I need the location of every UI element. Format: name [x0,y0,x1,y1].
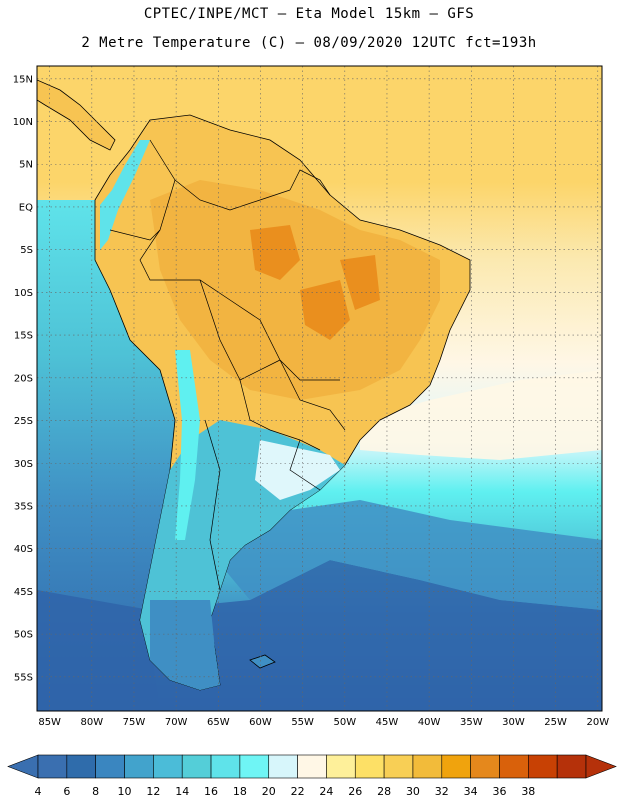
colorbar-swatch [326,754,356,779]
hot-spot-north [250,225,300,280]
lat-tick-label: 50S [14,630,33,641]
colorbar-swatch [412,754,443,779]
colorbar-swatch [470,754,500,779]
colorbar-tick-label: 28 [377,785,391,798]
lat-tick-label: 30S [14,459,33,470]
colorbar-swatch [441,754,471,779]
lon-tick-label: 55W [291,717,314,728]
colorbar-tick-label: 6 [63,785,70,798]
pacific-cool-zone [37,200,180,711]
colorbar-swatch [37,754,68,779]
lat-tick-label: 45S [14,587,33,598]
colorbar: 4 6 8 10 12 14 16 18 20 22 24 26 28 30 32 34 36 38 [7,754,617,798]
lon-tick-label: 60W [249,717,272,728]
temperature-field [37,66,602,711]
south-atlantic-zone [200,500,602,610]
colorbar-low-arrow [7,754,39,779]
lon-tick-label: 25W [544,717,567,728]
lat-tick-label: 5S [20,245,33,256]
colorbar-tick-label: 12 [146,785,160,798]
colorbar-swatch [297,754,327,779]
colorbar-swatch [210,754,241,779]
colorbar-tick-label: 16 [204,785,218,798]
colorbar-tick-label: 22 [291,785,305,798]
lat-tick-label: 15N [13,74,33,85]
colorbar-swatch [181,754,212,779]
colorbar-tick-label: 24 [319,785,333,798]
central-america-landmass [37,79,116,151]
colorbar-tick-label: 20 [262,785,276,798]
colorbar-tick-label: 4 [35,785,42,798]
lat-tick-label: 25S [14,416,33,427]
lat-tick-label: 35S [14,501,33,512]
lat-tick-label: 10S [14,288,33,299]
colorbar-swatch [354,754,385,779]
colorbar-swatch [383,754,414,779]
falkland-islands [249,654,276,669]
lon-tick-label: 70W [165,717,188,728]
colorbar-swatch [528,754,558,779]
patagonia-cold-zone [150,600,220,690]
lat-tick-label: 20S [14,373,33,384]
lat-tick-label: 55S [14,672,33,683]
colorbar-tick-label: 38 [521,785,535,798]
colorbar-swatch [556,754,587,779]
colorbar-high-arrow [585,754,617,779]
lat-tick-label: 15S [14,331,33,342]
colorbar-tick-label: 8 [92,785,99,798]
lon-tick-label: 50W [333,717,356,728]
andes-south-cold-strip [175,350,200,540]
colorbar-tick-label: 26 [348,785,362,798]
colorbar-tick-label: 10 [118,785,132,798]
colorbar-swatch [268,754,298,779]
lat-tick-label: 5N [19,160,33,171]
colorbar-tick-label: 34 [464,785,478,798]
colorbar-swatch [239,754,270,779]
lat-tick-label: 10N [13,117,33,128]
colorbar-swatch [66,754,96,779]
pampas-mild-zone [255,440,340,500]
lon-tick-label: 40W [418,717,441,728]
lon-tick-label: 45W [376,717,399,728]
lon-tick-label: 75W [123,717,146,728]
colorbar-tick-label: 32 [435,785,449,798]
colorbar-tick-label: 18 [233,785,247,798]
chart-title-line-2: 2 Metre Temperature (C) – 08/09/2020 12U… [81,35,537,51]
colorbar-swatch [124,754,154,779]
longitude-labels: 85W 80W 75W 70W 65W 60W 55W 50W 45W 40W 35W 30W 25W 2… [38,717,609,728]
lat-tick-label: 40S [14,544,33,555]
hot-spot-east [340,255,380,310]
map-frame [36,65,603,712]
lon-tick-label: 35W [460,717,483,728]
colorbar-swatch [95,754,125,779]
colorbar-tick-label: 30 [406,785,420,798]
latitude-labels: 15N 10N 5N EQ 5S 10S 15S 20S 25S 30S 35S 40S 45S 50S 5… [13,74,33,683]
colorbar-swatch [499,754,529,779]
colorbar-swatch [153,754,183,779]
lon-tick-label: 30W [502,717,525,728]
andes-north-cold-strip [100,140,150,250]
lon-tick-label: 85W [38,717,61,728]
hot-spot-central [300,280,350,340]
colorbar-tick-label: 36 [492,785,506,798]
lon-tick-label: 65W [207,717,230,728]
lon-tick-label: 20W [586,717,609,728]
lon-tick-label: 80W [81,717,104,728]
chart-title-line-1: CPTEC/INPE/MCT – Eta Model 15km – GFS [143,6,475,22]
country-borders [109,139,346,591]
colorbar-tick-label: 14 [175,785,189,798]
lat-tick-label: EQ [19,202,33,213]
subtropical-pale-zone [360,370,602,460]
